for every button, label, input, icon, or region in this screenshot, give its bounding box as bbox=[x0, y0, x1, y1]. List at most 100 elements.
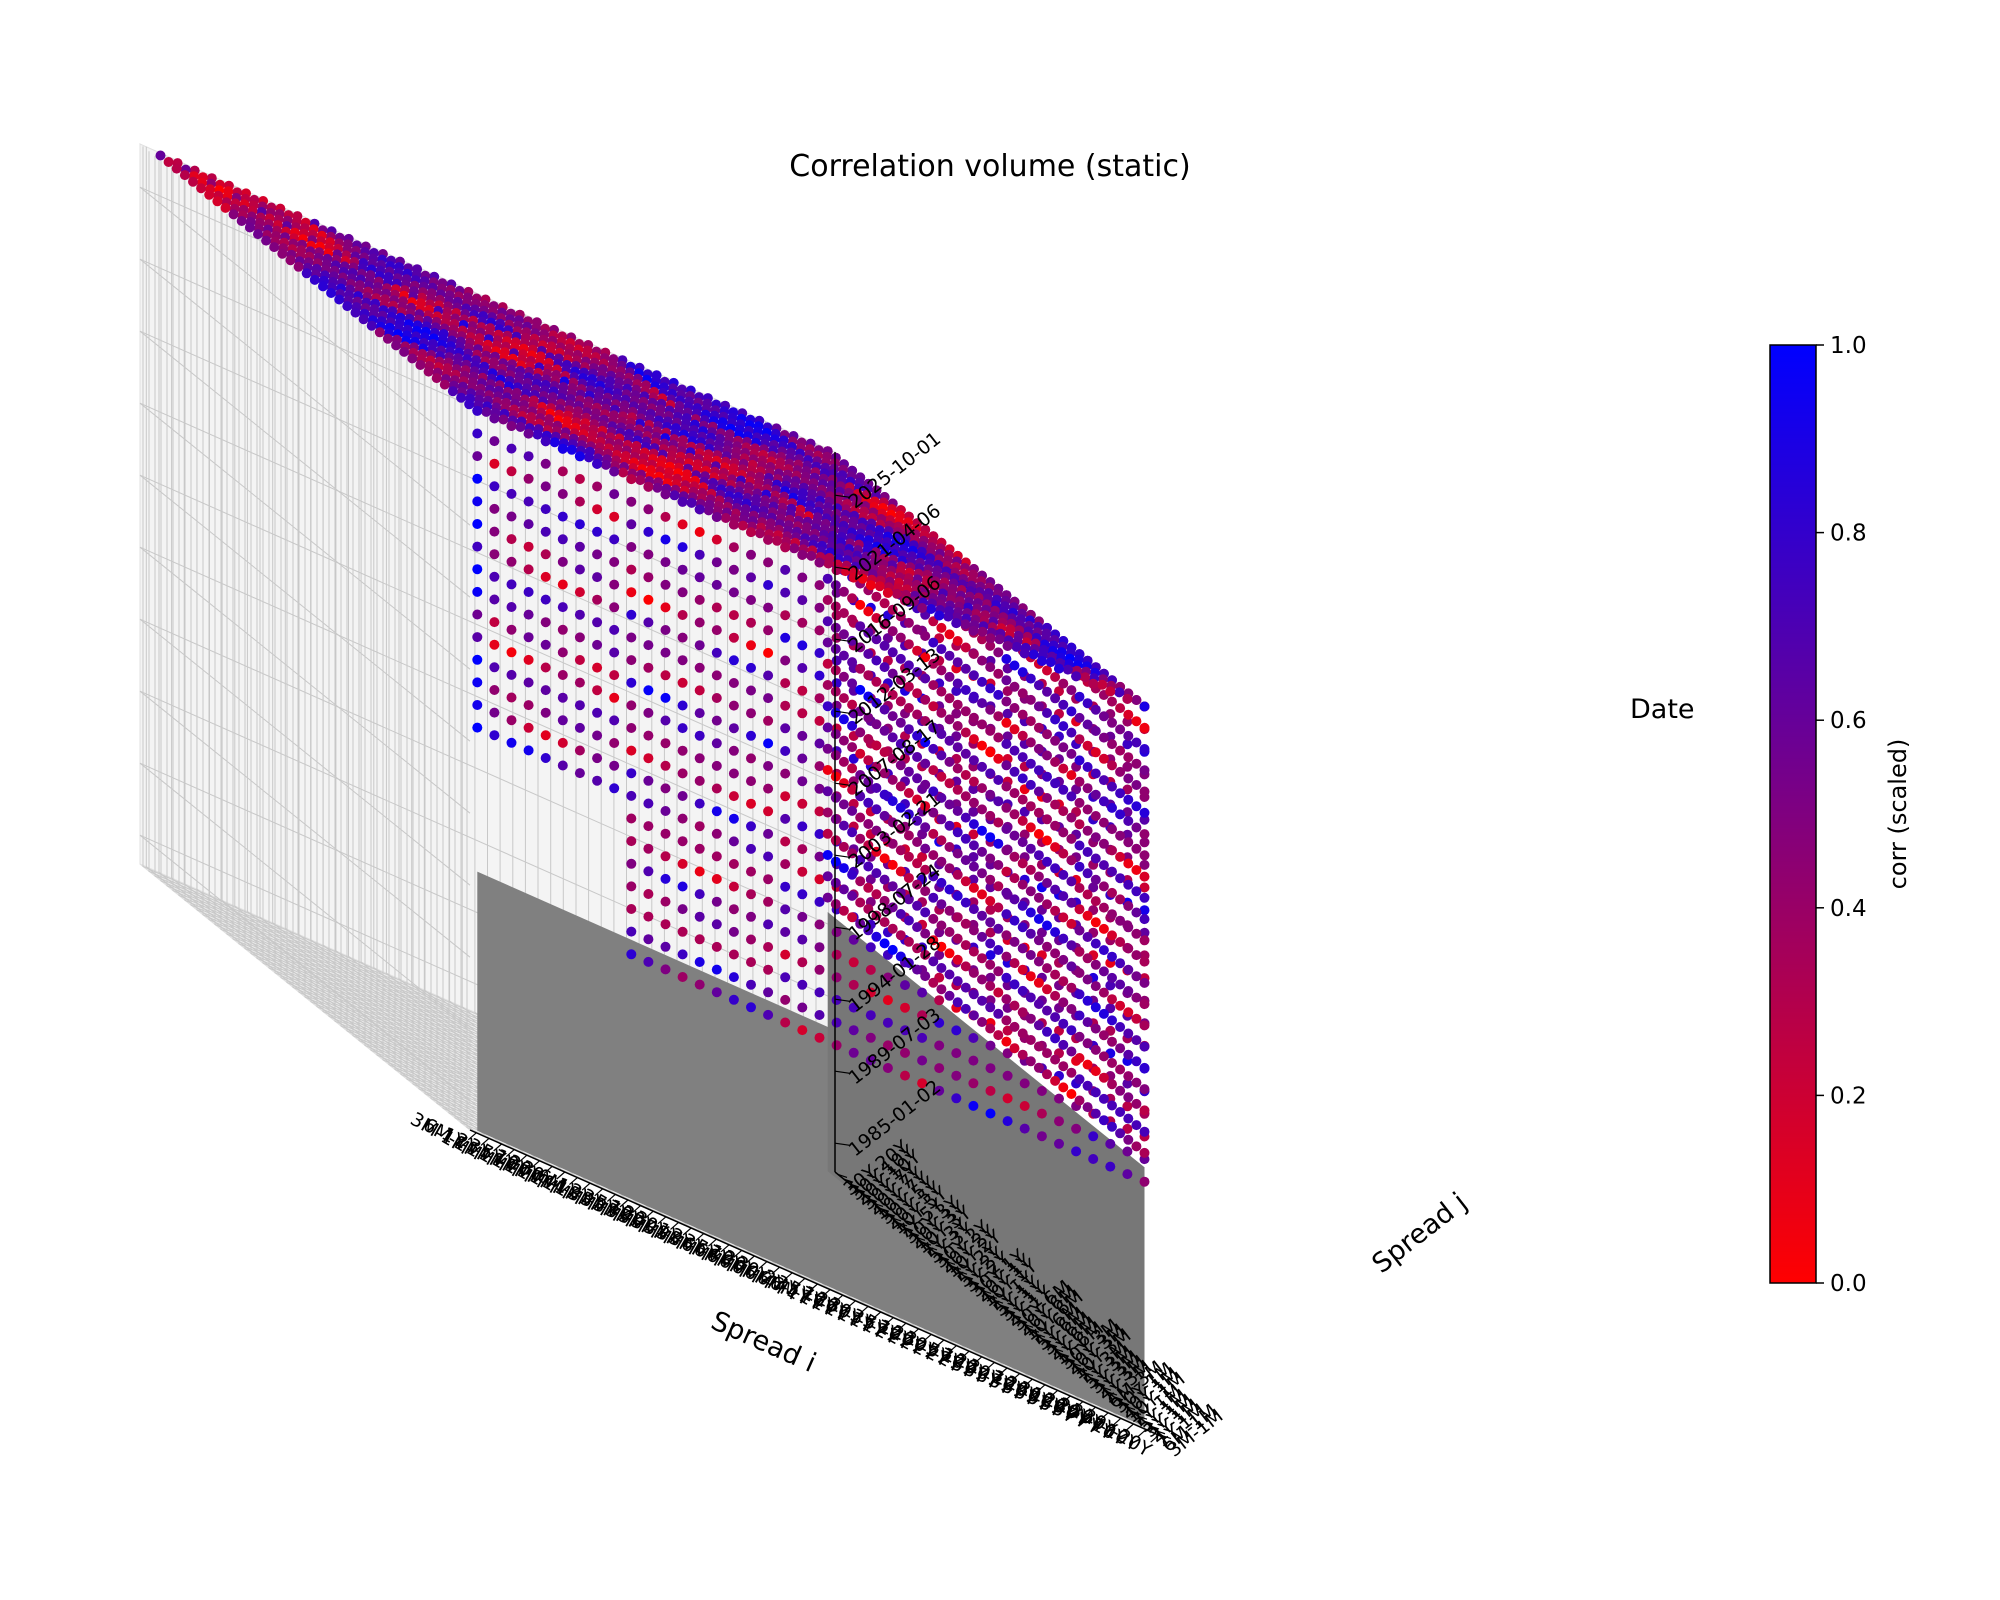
data-point bbox=[549, 437, 560, 448]
y-tick bbox=[1107, 1391, 1118, 1396]
data-point bbox=[895, 845, 906, 856]
data-point bbox=[1017, 985, 1028, 996]
data-point bbox=[694, 798, 705, 809]
data-point bbox=[814, 715, 825, 726]
y-tick bbox=[939, 1256, 950, 1261]
data-point bbox=[711, 964, 722, 975]
data-point bbox=[1074, 755, 1085, 766]
data-point bbox=[847, 742, 858, 753]
data-point bbox=[1002, 1070, 1013, 1081]
data-point bbox=[1025, 1013, 1036, 1024]
data-point bbox=[711, 534, 722, 545]
data-point bbox=[848, 572, 859, 583]
data-point bbox=[1131, 971, 1142, 982]
data-point bbox=[1066, 770, 1077, 781]
data-point bbox=[660, 896, 671, 907]
data-point bbox=[968, 967, 979, 978]
data-point bbox=[895, 951, 906, 962]
data-point bbox=[1033, 722, 1044, 733]
data-point bbox=[895, 930, 906, 941]
data-point bbox=[1033, 892, 1044, 903]
data-point bbox=[489, 730, 500, 741]
data-point bbox=[763, 964, 774, 975]
data-point bbox=[523, 564, 534, 575]
data-point bbox=[952, 933, 963, 944]
data-point bbox=[822, 573, 833, 584]
data-point bbox=[822, 892, 833, 903]
data-point bbox=[1107, 972, 1117, 983]
data-point bbox=[882, 1017, 893, 1028]
x-tick bbox=[986, 1361, 995, 1370]
data-point bbox=[592, 504, 603, 515]
data-point bbox=[711, 760, 722, 771]
data-point bbox=[1002, 1093, 1013, 1104]
data-point bbox=[1002, 1116, 1013, 1127]
data-point bbox=[1066, 897, 1077, 908]
data-point bbox=[871, 910, 882, 921]
data-point bbox=[763, 828, 774, 839]
data-point bbox=[977, 868, 987, 879]
data-point bbox=[863, 797, 874, 808]
data-point bbox=[506, 737, 517, 748]
data-point bbox=[540, 549, 551, 560]
y-axis-label: Spread j bbox=[1366, 1187, 1473, 1280]
data-point bbox=[506, 647, 517, 658]
y-tick bbox=[885, 1212, 896, 1217]
data-point bbox=[660, 738, 671, 749]
data-point bbox=[1050, 948, 1061, 959]
data-point bbox=[993, 711, 1004, 722]
x-tick bbox=[1112, 1417, 1122, 1426]
x-tick bbox=[821, 1289, 831, 1298]
data-point bbox=[1098, 1051, 1109, 1062]
data-point bbox=[977, 634, 987, 645]
x-tick bbox=[910, 1328, 919, 1337]
data-point bbox=[1139, 935, 1150, 946]
data-point bbox=[1058, 678, 1069, 689]
data-point bbox=[920, 737, 931, 748]
data-point bbox=[1042, 814, 1052, 825]
data-point bbox=[797, 753, 808, 764]
data-point bbox=[1033, 680, 1044, 691]
data-point bbox=[626, 790, 637, 801]
data-point bbox=[1066, 791, 1077, 802]
data-point bbox=[660, 625, 671, 635]
data-point bbox=[1123, 1028, 1134, 1039]
data-point bbox=[677, 587, 688, 598]
data-point bbox=[1098, 1072, 1109, 1083]
data-point bbox=[1074, 925, 1085, 936]
x-tick bbox=[1023, 1378, 1033, 1387]
data-point bbox=[936, 622, 947, 633]
data-point bbox=[1009, 936, 1020, 947]
data-point bbox=[1139, 765, 1150, 776]
data-point bbox=[1090, 1066, 1101, 1077]
data-point bbox=[677, 655, 688, 666]
data-point bbox=[848, 1002, 859, 1013]
data-point bbox=[895, 781, 906, 792]
data-point bbox=[694, 889, 705, 900]
data-point bbox=[694, 957, 705, 967]
data-point bbox=[1058, 1039, 1069, 1050]
data-point bbox=[523, 541, 534, 552]
data-point bbox=[780, 904, 791, 915]
data-point bbox=[1042, 984, 1052, 995]
x-tick bbox=[1049, 1389, 1058, 1398]
data-point bbox=[1001, 951, 1012, 962]
x-tick bbox=[809, 1283, 818, 1292]
x-tick bbox=[518, 1154, 528, 1163]
data-point bbox=[944, 990, 955, 1001]
data-point bbox=[797, 798, 808, 809]
data-point bbox=[540, 526, 551, 537]
data-point bbox=[879, 938, 890, 949]
data-point bbox=[895, 760, 906, 771]
data-point bbox=[1033, 850, 1044, 861]
data-point bbox=[1025, 992, 1036, 1003]
data-point bbox=[626, 836, 637, 847]
data-point bbox=[523, 745, 534, 756]
data-point bbox=[855, 663, 866, 674]
data-point bbox=[1066, 833, 1077, 844]
data-point bbox=[1025, 886, 1036, 897]
data-point bbox=[1066, 812, 1077, 823]
y-tick bbox=[855, 1188, 866, 1193]
data-point bbox=[1066, 918, 1077, 929]
data-point bbox=[1139, 905, 1150, 916]
